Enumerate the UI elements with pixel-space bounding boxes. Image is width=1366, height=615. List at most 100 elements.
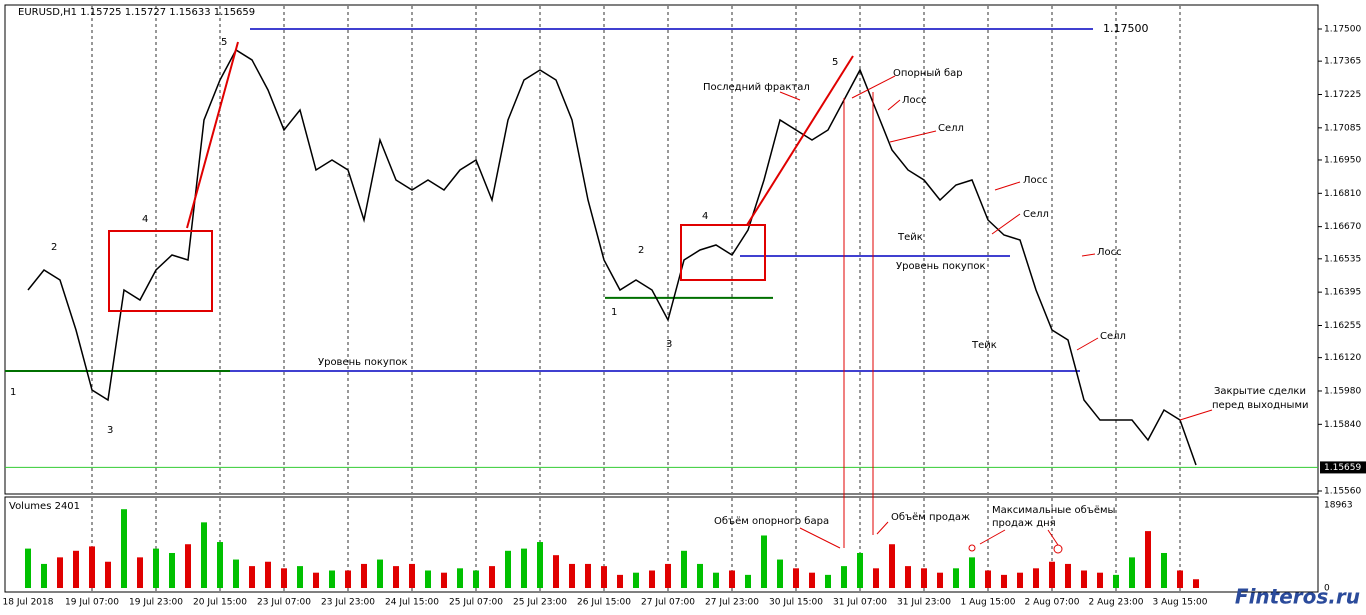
y-tick-label: 1.16395 xyxy=(1324,288,1361,298)
wave-label: 3 xyxy=(666,339,672,350)
x-tick-label: 2 Aug 07:00 xyxy=(1025,598,1080,608)
annotation: Закрытие сделки xyxy=(1214,386,1306,397)
volume-bar xyxy=(745,574,751,588)
volume-bar xyxy=(1065,563,1071,588)
annotation: Объём опорного бара xyxy=(714,516,829,527)
level-label: 1.17500 xyxy=(1103,22,1149,35)
watermark: Finteros.ru xyxy=(1235,585,1360,609)
x-tick-label: 31 Jul 23:00 xyxy=(897,598,951,608)
annotation: Уровень покупок xyxy=(896,261,986,272)
volume-bar xyxy=(153,548,159,588)
volume-bar xyxy=(457,568,463,588)
x-tick-label: 23 Jul 07:00 xyxy=(257,598,311,608)
volume-bar xyxy=(825,574,831,588)
volume-bar xyxy=(601,566,607,588)
volume-bar xyxy=(25,548,31,588)
volume-bar xyxy=(809,572,815,588)
annotation: Объём продаж xyxy=(891,512,970,523)
price-line xyxy=(27,48,1197,466)
volume-bar xyxy=(329,570,335,588)
volume-bar xyxy=(185,544,191,588)
volume-bar xyxy=(617,574,623,588)
y-tick-label: 1.15980 xyxy=(1324,386,1361,396)
volume-bar xyxy=(233,559,239,588)
volume-bar xyxy=(985,570,991,588)
volume-bar xyxy=(361,563,367,588)
volume-bar xyxy=(729,570,735,588)
y-tick-label: 1.17225 xyxy=(1324,90,1361,100)
volume-bar xyxy=(265,561,271,588)
volume-bar xyxy=(505,550,511,588)
volume-bar xyxy=(217,542,223,588)
annotation: продаж дня xyxy=(992,518,1056,529)
wave-label: 5 xyxy=(832,57,838,68)
volume-bar xyxy=(761,535,767,588)
volume-bar xyxy=(297,566,303,588)
y-tick-label: 1.16810 xyxy=(1324,189,1361,199)
volume-bar xyxy=(41,563,47,588)
y-tick-label: 1.16255 xyxy=(1324,321,1361,331)
x-tick-label: 19 Jul 23:00 xyxy=(129,598,183,608)
volume-bar xyxy=(1097,572,1103,588)
x-tick-label: 3 Aug 15:00 xyxy=(1153,598,1208,608)
volume-bar xyxy=(1193,579,1199,588)
volume-bar xyxy=(537,542,543,588)
volume-title: Volumes 2401 xyxy=(9,501,80,512)
volume-bar xyxy=(937,572,943,588)
volume-bar xyxy=(793,568,799,588)
last-price-label: 1.15659 xyxy=(1324,463,1361,473)
volume-bar xyxy=(553,555,559,588)
volume-bar xyxy=(1113,574,1119,588)
y-tick-label: 1.16120 xyxy=(1324,353,1361,363)
volume-bar xyxy=(105,561,111,588)
volume-bar xyxy=(713,572,719,588)
volume-bar xyxy=(569,563,575,588)
wave-label: 4 xyxy=(702,211,708,222)
x-tick-label: 27 Jul 07:00 xyxy=(641,598,695,608)
volume-bar xyxy=(1145,531,1151,588)
volume-bar xyxy=(489,566,495,588)
x-tick-label: 30 Jul 15:00 xyxy=(769,598,823,608)
volume-bar xyxy=(521,548,527,588)
volume-bar xyxy=(649,570,655,588)
y-tick-label: 1.17500 xyxy=(1324,25,1361,35)
volume-bar xyxy=(1129,557,1135,588)
volume-bar xyxy=(857,552,863,588)
volume-bar xyxy=(841,566,847,588)
annotation: Лосс xyxy=(1023,175,1048,186)
volume-bar xyxy=(121,509,127,588)
volume-bar xyxy=(73,550,79,588)
y-tick-label: 1.16535 xyxy=(1324,254,1361,264)
y2-tick-label: 0 xyxy=(1324,584,1330,594)
x-tick-label: 31 Jul 07:00 xyxy=(833,598,887,608)
annotation: Селл xyxy=(1100,331,1126,342)
x-tick-label: 1 Aug 15:00 xyxy=(961,598,1016,608)
volume-bar xyxy=(953,568,959,588)
volume-bar xyxy=(345,570,351,588)
volume-bar xyxy=(633,572,639,588)
volume-bar xyxy=(473,570,479,588)
volume-bar xyxy=(313,572,319,588)
x-tick-label: 24 Jul 15:00 xyxy=(385,598,439,608)
volume-bar xyxy=(777,559,783,588)
annotation: Селл xyxy=(1023,209,1049,220)
y-tick-label: 1.17085 xyxy=(1324,123,1361,133)
y-tick-label: 1.17365 xyxy=(1324,57,1361,67)
volume-bar xyxy=(873,568,879,588)
volume-bar xyxy=(1177,570,1183,588)
wave-label: 4 xyxy=(142,214,148,225)
volume-bar xyxy=(1001,574,1007,588)
arrows xyxy=(779,75,1213,554)
volume-bar xyxy=(1081,570,1087,588)
annotation: Селл xyxy=(938,123,964,134)
y-tick-label: 1.16670 xyxy=(1324,222,1361,232)
volume-bar xyxy=(409,563,415,588)
y-tick-label: 1.16950 xyxy=(1324,155,1361,165)
volume-bar xyxy=(969,557,975,588)
volume-bar xyxy=(665,563,671,588)
chart-title: EURUSD,H1 1.15725 1.15727 1.15633 1.1565… xyxy=(18,7,255,18)
y-tick-label: 1.15840 xyxy=(1324,420,1361,430)
annotations: 5 4 2 1 3 4 2 1 3 5 Последний фрактал Оп… xyxy=(10,37,1309,529)
volume-bar xyxy=(585,563,591,588)
annotation: Тейк xyxy=(971,340,997,351)
